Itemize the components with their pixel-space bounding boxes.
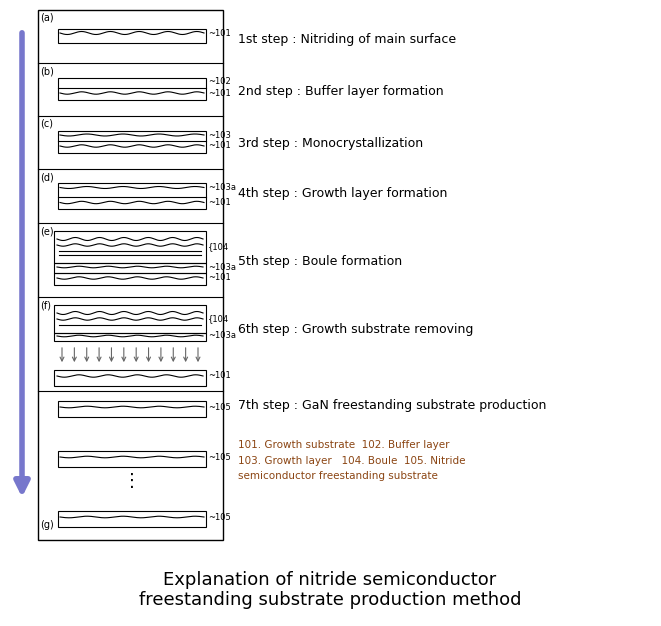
Text: ~103a: ~103a <box>208 332 236 341</box>
Bar <box>58 29 206 43</box>
Text: (c): (c) <box>40 119 53 129</box>
Text: 6th step : Growth substrate removing: 6th step : Growth substrate removing <box>238 324 473 337</box>
Bar <box>38 10 223 540</box>
Text: (f): (f) <box>40 300 51 310</box>
Text: 5th step : Boule formation: 5th step : Boule formation <box>238 255 402 269</box>
Text: ⋮: ⋮ <box>123 472 141 490</box>
Text: ~105: ~105 <box>208 513 231 521</box>
Text: ~103: ~103 <box>208 130 231 140</box>
Text: (d): (d) <box>40 172 54 182</box>
Text: Explanation of nitride semiconductor
freestanding substrate production method: Explanation of nitride semiconductor fre… <box>139 571 522 609</box>
Text: 4th step : Growth layer formation: 4th step : Growth layer formation <box>238 188 447 200</box>
Text: ~101: ~101 <box>208 29 231 38</box>
Text: ~102: ~102 <box>208 78 231 86</box>
Bar <box>54 231 206 263</box>
Text: ~103a: ~103a <box>208 262 236 272</box>
Bar <box>54 333 206 341</box>
Text: ~105: ~105 <box>208 403 231 411</box>
Text: ~101: ~101 <box>208 88 231 98</box>
Bar <box>58 511 206 527</box>
Text: (e): (e) <box>40 226 54 236</box>
Bar <box>58 183 206 208</box>
Text: 7th step : GaN freestanding substrate production: 7th step : GaN freestanding substrate pr… <box>238 399 547 411</box>
Bar <box>58 131 206 153</box>
Text: (g): (g) <box>40 520 54 530</box>
Bar <box>54 370 206 386</box>
Text: (a): (a) <box>40 13 54 23</box>
Text: 2nd step : Buffer layer formation: 2nd step : Buffer layer formation <box>238 86 444 98</box>
Text: ~101: ~101 <box>208 274 231 282</box>
Text: ~101: ~101 <box>208 141 231 150</box>
Text: ~101: ~101 <box>208 371 231 381</box>
Text: ~103a: ~103a <box>208 183 236 192</box>
Bar <box>54 305 206 333</box>
Text: {104: {104 <box>208 242 229 252</box>
Text: (b): (b) <box>40 66 54 76</box>
Bar <box>54 263 206 273</box>
Text: 3rd step : Monocrystallization: 3rd step : Monocrystallization <box>238 136 423 150</box>
Bar <box>58 401 206 417</box>
Text: ~101: ~101 <box>208 198 231 207</box>
Text: ~105: ~105 <box>208 453 231 461</box>
Bar <box>54 273 206 285</box>
Text: {104: {104 <box>208 314 229 324</box>
Text: 1st step : Nitriding of main surface: 1st step : Nitriding of main surface <box>238 34 456 46</box>
Text: 101. Growth substrate  102. Buffer layer
103. Growth layer   104. Boule  105. Ni: 101. Growth substrate 102. Buffer layer … <box>238 440 465 481</box>
Bar <box>58 451 206 467</box>
Bar <box>58 78 206 100</box>
